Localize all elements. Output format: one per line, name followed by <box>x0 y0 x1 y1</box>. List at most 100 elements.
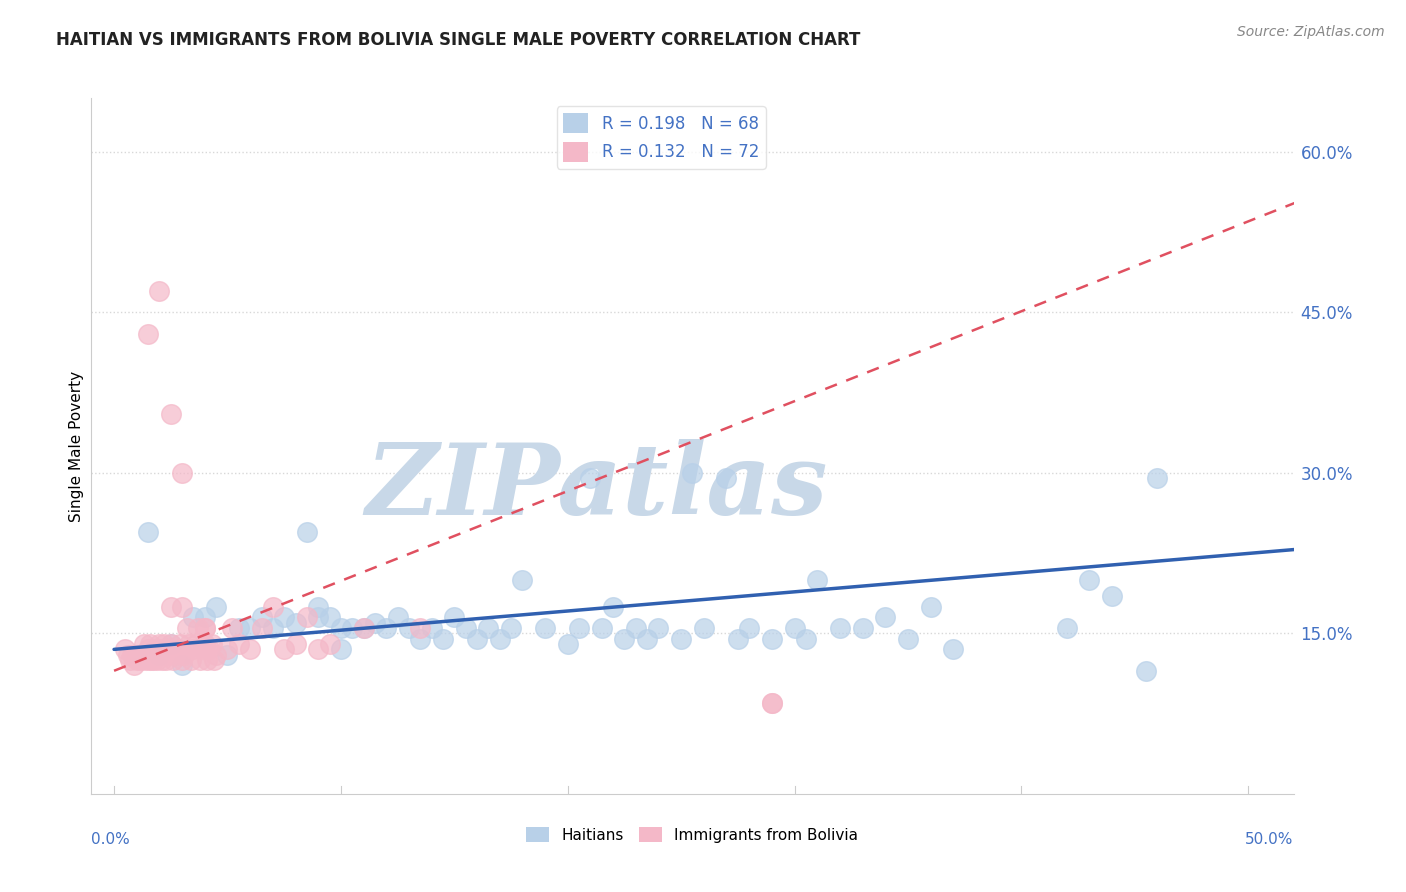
Point <box>191 642 214 657</box>
Point <box>488 632 510 646</box>
Point <box>162 653 184 667</box>
Point <box>143 648 166 662</box>
Point <box>613 632 636 646</box>
Text: 0.0%: 0.0% <box>91 832 131 847</box>
Point <box>420 621 443 635</box>
Point <box>205 648 228 662</box>
Point <box>647 621 669 635</box>
Point <box>375 621 398 635</box>
Point <box>166 642 188 657</box>
Point <box>128 648 150 662</box>
Point <box>148 637 170 651</box>
Point <box>1078 573 1101 587</box>
Point <box>136 648 159 662</box>
Point <box>738 621 761 635</box>
Point <box>217 648 239 662</box>
Point <box>828 621 851 635</box>
Point <box>150 653 173 667</box>
Point <box>172 658 194 673</box>
Point <box>198 642 221 657</box>
Point <box>136 524 159 539</box>
Point <box>624 621 647 635</box>
Text: 50.0%: 50.0% <box>1246 832 1294 847</box>
Point <box>228 621 250 635</box>
Point <box>761 632 783 646</box>
Point <box>512 573 534 587</box>
Point <box>636 632 658 646</box>
Point <box>125 653 148 667</box>
Point <box>398 621 420 635</box>
Point <box>159 637 181 651</box>
Point <box>205 599 228 614</box>
Point <box>942 642 965 657</box>
Point <box>783 621 806 635</box>
Point <box>177 637 200 651</box>
Point <box>114 642 136 657</box>
Point <box>851 621 873 635</box>
Point <box>148 284 170 298</box>
Point <box>136 326 159 341</box>
Point <box>1316 171 1339 186</box>
Point <box>250 610 273 624</box>
Point <box>284 615 307 630</box>
Point <box>329 642 352 657</box>
Point <box>135 653 157 667</box>
Point <box>568 621 591 635</box>
Point <box>202 653 225 667</box>
Point <box>273 610 295 624</box>
Point <box>727 632 749 646</box>
Point <box>136 642 159 657</box>
Point <box>125 648 148 662</box>
Text: Source: ZipAtlas.com: Source: ZipAtlas.com <box>1237 25 1385 39</box>
Point <box>353 621 375 635</box>
Point <box>602 599 624 614</box>
Point <box>172 653 194 667</box>
Point <box>239 621 262 635</box>
Point <box>169 637 191 651</box>
Point <box>121 648 143 662</box>
Point <box>132 637 155 651</box>
Point <box>669 632 692 646</box>
Point <box>454 621 477 635</box>
Point <box>142 648 165 662</box>
Point <box>159 407 181 421</box>
Point <box>591 621 613 635</box>
Point <box>146 653 169 667</box>
Point <box>176 621 198 635</box>
Point <box>499 621 522 635</box>
Point <box>153 637 176 651</box>
Point <box>716 471 738 485</box>
Point <box>579 471 602 485</box>
Point <box>183 610 205 624</box>
Point <box>353 621 375 635</box>
Point <box>200 637 222 651</box>
Point <box>761 696 783 710</box>
Point <box>139 653 162 667</box>
Point <box>143 642 166 657</box>
Point <box>318 610 340 624</box>
Point <box>132 648 155 662</box>
Point <box>806 573 828 587</box>
Point <box>465 632 488 646</box>
Point <box>443 610 465 624</box>
Point <box>194 621 217 635</box>
Point <box>1146 471 1168 485</box>
Point <box>307 610 329 624</box>
Point <box>262 621 284 635</box>
Point <box>129 653 152 667</box>
Point <box>142 653 165 667</box>
Point <box>1101 589 1123 603</box>
Point <box>262 599 284 614</box>
Point <box>228 637 250 651</box>
Point <box>148 642 170 657</box>
Point <box>155 648 177 662</box>
Point <box>409 621 432 635</box>
Point <box>148 648 170 662</box>
Point <box>194 610 217 624</box>
Point <box>761 696 783 710</box>
Point <box>318 637 340 651</box>
Text: ZIPatlas: ZIPatlas <box>366 440 828 536</box>
Point <box>875 610 897 624</box>
Point <box>188 653 211 667</box>
Point <box>307 642 329 657</box>
